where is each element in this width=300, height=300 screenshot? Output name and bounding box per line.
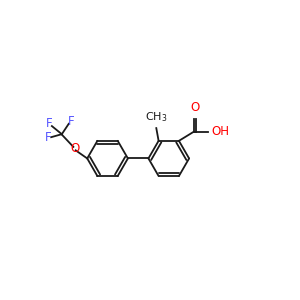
Text: O: O [190, 101, 200, 114]
Text: F: F [68, 115, 74, 128]
Text: CH$_3$: CH$_3$ [145, 110, 167, 124]
Text: F: F [46, 117, 52, 130]
Text: F: F [45, 131, 52, 144]
Text: O: O [70, 142, 79, 155]
Text: OH: OH [211, 125, 229, 138]
